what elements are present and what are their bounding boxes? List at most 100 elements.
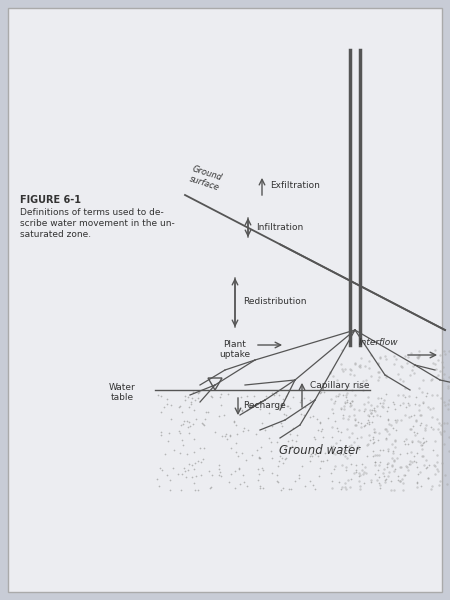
Point — [394, 475, 401, 485]
Point — [401, 470, 408, 480]
Point — [287, 403, 294, 413]
Point — [158, 407, 165, 417]
Point — [392, 436, 399, 445]
Point — [218, 471, 225, 481]
Point — [360, 421, 368, 431]
Point — [333, 438, 340, 448]
Point — [230, 417, 238, 427]
Point — [296, 470, 303, 479]
Point — [446, 346, 450, 356]
Point — [178, 470, 185, 479]
Point — [400, 485, 407, 495]
Point — [357, 382, 364, 391]
Text: Water
table: Water table — [108, 383, 135, 403]
Point — [420, 460, 427, 470]
Point — [344, 454, 351, 463]
Point — [280, 483, 287, 493]
Point — [387, 421, 395, 430]
Point — [284, 401, 291, 411]
Point — [267, 437, 274, 447]
Point — [377, 398, 384, 407]
Point — [421, 437, 428, 447]
Point — [398, 415, 405, 425]
Point — [388, 439, 396, 449]
Point — [216, 392, 224, 401]
Point — [339, 366, 346, 376]
Point — [374, 450, 381, 460]
Point — [295, 473, 302, 482]
Point — [274, 477, 282, 487]
Point — [392, 442, 399, 451]
Point — [386, 430, 393, 439]
Point — [298, 410, 305, 419]
Point — [331, 416, 338, 426]
Text: FIGURE 6-1: FIGURE 6-1 — [20, 195, 81, 205]
Point — [270, 390, 278, 400]
Point — [400, 376, 407, 385]
Point — [169, 463, 176, 473]
Point — [243, 455, 250, 465]
Text: Redistribution: Redistribution — [243, 298, 306, 307]
Point — [398, 463, 405, 472]
Point — [414, 437, 421, 446]
Point — [342, 484, 349, 493]
Point — [279, 394, 286, 404]
Point — [339, 390, 346, 400]
Point — [346, 451, 354, 460]
Point — [413, 416, 420, 425]
Point — [389, 397, 396, 407]
Point — [279, 453, 286, 463]
Point — [179, 419, 186, 428]
Point — [350, 404, 357, 414]
Point — [364, 452, 371, 461]
Point — [400, 470, 408, 480]
Point — [378, 401, 386, 411]
Point — [417, 437, 424, 447]
Point — [317, 388, 324, 398]
Point — [204, 407, 212, 416]
Point — [444, 479, 450, 489]
Point — [356, 471, 363, 481]
Point — [226, 430, 233, 440]
Point — [338, 427, 345, 437]
Point — [329, 442, 336, 451]
Point — [417, 481, 424, 490]
Point — [327, 468, 334, 478]
Point — [422, 463, 429, 472]
Point — [184, 466, 192, 475]
Point — [342, 398, 349, 407]
Point — [336, 477, 343, 487]
Point — [439, 374, 446, 384]
Point — [244, 481, 251, 491]
Point — [437, 420, 445, 430]
Point — [342, 482, 349, 492]
Point — [175, 469, 182, 479]
Point — [341, 401, 348, 410]
Point — [268, 446, 275, 455]
Point — [433, 464, 440, 474]
Point — [218, 389, 225, 398]
Point — [396, 400, 404, 410]
Point — [353, 420, 360, 430]
Point — [338, 364, 346, 374]
Point — [427, 404, 434, 414]
Point — [158, 391, 165, 400]
Point — [406, 424, 413, 434]
Point — [372, 457, 379, 466]
Point — [206, 466, 213, 475]
Point — [178, 407, 185, 417]
Point — [372, 406, 379, 416]
Point — [385, 403, 392, 412]
Point — [339, 449, 346, 458]
Point — [314, 415, 321, 424]
Point — [368, 409, 375, 418]
Point — [436, 367, 443, 376]
Text: scribe water movement in the un-: scribe water movement in the un- — [20, 219, 175, 228]
Point — [334, 427, 341, 436]
Point — [444, 383, 450, 392]
Point — [411, 400, 418, 409]
Point — [406, 457, 414, 466]
Point — [316, 418, 323, 428]
Point — [402, 402, 410, 412]
Point — [405, 352, 412, 362]
